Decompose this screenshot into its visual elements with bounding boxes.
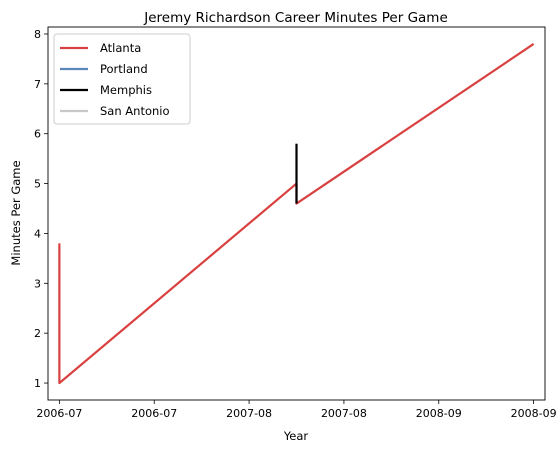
y-tick-label: 1 bbox=[34, 377, 41, 390]
legend-label-atlanta: Atlanta bbox=[100, 41, 141, 55]
x-tick-label: 2006-07 bbox=[36, 407, 82, 420]
legend: Atlanta Portland Memphis San Antonio bbox=[53, 33, 191, 125]
y-tick-label: 5 bbox=[34, 178, 41, 191]
y-tick-label: 8 bbox=[34, 28, 41, 41]
y-tick-label: 3 bbox=[34, 277, 41, 290]
x-tick-label: 2007-08 bbox=[321, 407, 367, 420]
y-tick-label: 6 bbox=[34, 128, 41, 141]
legend-label-portland: Portland bbox=[100, 62, 148, 76]
x-tick-label: 2008-09 bbox=[511, 407, 557, 420]
legend-label-memphis: Memphis bbox=[100, 83, 152, 97]
y-tick-label: 4 bbox=[34, 227, 41, 240]
legend-box bbox=[53, 33, 191, 125]
plot-lines bbox=[58, 43, 535, 385]
x-tick-label: 2007-08 bbox=[226, 407, 272, 420]
y-axis-label: Minutes Per Game bbox=[9, 160, 23, 265]
x-tick-label: 2006-07 bbox=[131, 407, 177, 420]
x-tick-label: 2008-09 bbox=[416, 407, 462, 420]
y-tick-label: 7 bbox=[34, 78, 41, 91]
tick-group: 2006-07 2006-07 2007-08 2007-08 2008-09 2008-… bbox=[34, 28, 557, 420]
chart-title: Jeremy Richardson Career Minutes Per Gam… bbox=[143, 10, 448, 26]
y-tick-label: 2 bbox=[34, 327, 41, 340]
x-axis-label: Year bbox=[283, 429, 309, 443]
axes-frame bbox=[47, 26, 546, 401]
legend-label-san-antonio: San Antonio bbox=[100, 104, 170, 118]
